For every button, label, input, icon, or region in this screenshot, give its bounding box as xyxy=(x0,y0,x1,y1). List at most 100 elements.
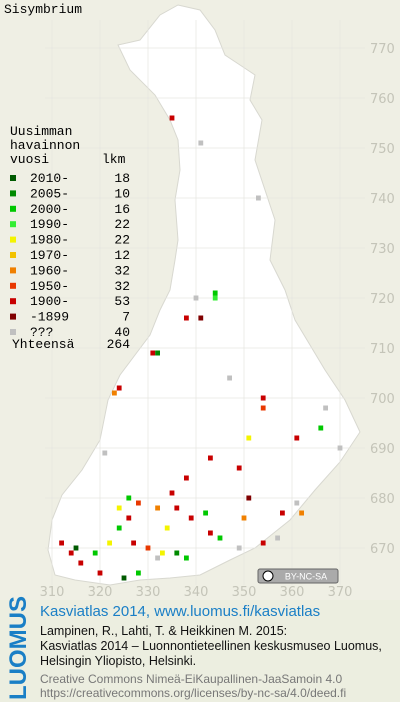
legend-count: 53 xyxy=(114,294,130,309)
legend-label: 2010- xyxy=(30,171,69,186)
observation-square xyxy=(236,545,242,551)
observation-square xyxy=(294,500,300,506)
legend-count: 16 xyxy=(114,202,130,217)
observation-square xyxy=(136,570,141,576)
legend-swatch xyxy=(10,205,16,212)
observation-square xyxy=(68,550,74,556)
observations xyxy=(59,115,343,581)
legend-count: 32 xyxy=(114,263,130,278)
observation-square xyxy=(198,315,204,321)
legend-count: 18 xyxy=(114,171,130,186)
legend-count: 10 xyxy=(114,186,130,201)
citation: Kasviatlas 2014 – Luonnontieteellinen ke… xyxy=(40,639,382,653)
observation-square xyxy=(260,540,266,546)
cc-badge: BY-NC-SA xyxy=(257,568,339,584)
observation-square xyxy=(294,435,300,441)
observation-square xyxy=(212,290,218,296)
legend-label: -1899 xyxy=(30,310,69,325)
observation-square xyxy=(198,140,204,146)
legend-count: 32 xyxy=(114,279,130,294)
observation-square xyxy=(150,350,156,356)
observation-square xyxy=(246,495,252,501)
legend-label: 1990- xyxy=(30,217,69,232)
brand: LUOMUS xyxy=(5,596,32,700)
observation-square xyxy=(78,560,84,566)
observation-square xyxy=(59,540,64,546)
observation-square xyxy=(92,550,98,556)
observation-square xyxy=(184,555,189,561)
legend-label: 2000- xyxy=(30,202,69,217)
observation-square xyxy=(112,390,117,396)
observation-square xyxy=(131,540,136,546)
observation-square xyxy=(184,475,189,481)
y-tick-label: 670 xyxy=(370,542,395,557)
observation-square xyxy=(97,570,103,576)
observation-square xyxy=(155,505,160,511)
y-tick-label: 770 xyxy=(370,42,395,57)
y-tick-label: 710 xyxy=(370,342,395,357)
x-tick-label: 360 xyxy=(280,585,305,600)
observation-square xyxy=(280,510,285,516)
citation: Helsingin Yliopisto, Helsinki. xyxy=(40,654,196,668)
legend-label: ??? xyxy=(30,325,53,340)
observation-square xyxy=(136,500,141,506)
observation-square xyxy=(164,525,170,531)
legend-swatch xyxy=(10,252,16,258)
y-tick-label: 740 xyxy=(370,192,395,207)
observation-square xyxy=(217,535,223,541)
observation-square xyxy=(193,295,199,301)
observation-square xyxy=(256,195,261,201)
observation-square xyxy=(102,450,108,456)
citation: Lampinen, R., Lahti, T. & Heikkinen M. 2… xyxy=(40,624,287,638)
y-tick-label: 730 xyxy=(370,242,395,257)
legend-total-label: Yhteensä xyxy=(12,337,75,352)
observation-square xyxy=(160,550,165,556)
observation-square xyxy=(212,295,218,301)
observation-square xyxy=(73,545,79,551)
legend-label: 1980- xyxy=(30,233,69,248)
observation-square xyxy=(208,530,213,536)
observation-square xyxy=(203,510,208,516)
y-tick-label: 700 xyxy=(370,392,395,407)
legend-header: Uusimman xyxy=(10,124,72,139)
legend-header: vuosi xyxy=(10,152,49,167)
observation-square xyxy=(174,550,180,556)
legend-label: 2005- xyxy=(30,186,69,201)
legend-count: 7 xyxy=(122,310,130,325)
observation-square xyxy=(184,315,189,321)
observation-square xyxy=(323,405,328,411)
observation-square xyxy=(236,465,242,471)
legend-label: 1900- xyxy=(30,294,69,309)
x-tick-label: 370 xyxy=(328,585,353,600)
legend-count: 12 xyxy=(114,248,130,263)
y-tick-label: 760 xyxy=(370,92,395,107)
observation-square xyxy=(227,375,232,381)
observation-square xyxy=(155,555,160,561)
legend-swatch xyxy=(10,190,16,197)
legend-label: 1960- xyxy=(30,263,69,278)
x-tick-label: 310 xyxy=(40,585,65,600)
legend-swatch xyxy=(10,282,16,289)
observation-square xyxy=(155,350,160,356)
y-tick-label: 680 xyxy=(370,492,395,507)
observation-square xyxy=(318,425,324,431)
observation-square xyxy=(260,395,266,401)
observation-square xyxy=(126,515,132,521)
y-tick-label: 720 xyxy=(370,292,395,307)
observation-square xyxy=(121,575,127,581)
legend-swatch xyxy=(10,298,16,305)
observation-square xyxy=(145,545,151,551)
observation-square xyxy=(275,535,280,541)
badge-text: BY-NC-SA xyxy=(285,571,327,581)
legend-swatch xyxy=(10,267,16,274)
observation-square xyxy=(299,510,304,516)
observation-square xyxy=(116,525,122,531)
x-tick-label: 330 xyxy=(136,585,161,600)
observation-square xyxy=(174,505,180,511)
observation-square xyxy=(337,445,343,451)
y-tick-label: 750 xyxy=(370,142,395,157)
legend-header: havainnon xyxy=(10,138,80,153)
x-tick-label: 320 xyxy=(88,585,113,600)
